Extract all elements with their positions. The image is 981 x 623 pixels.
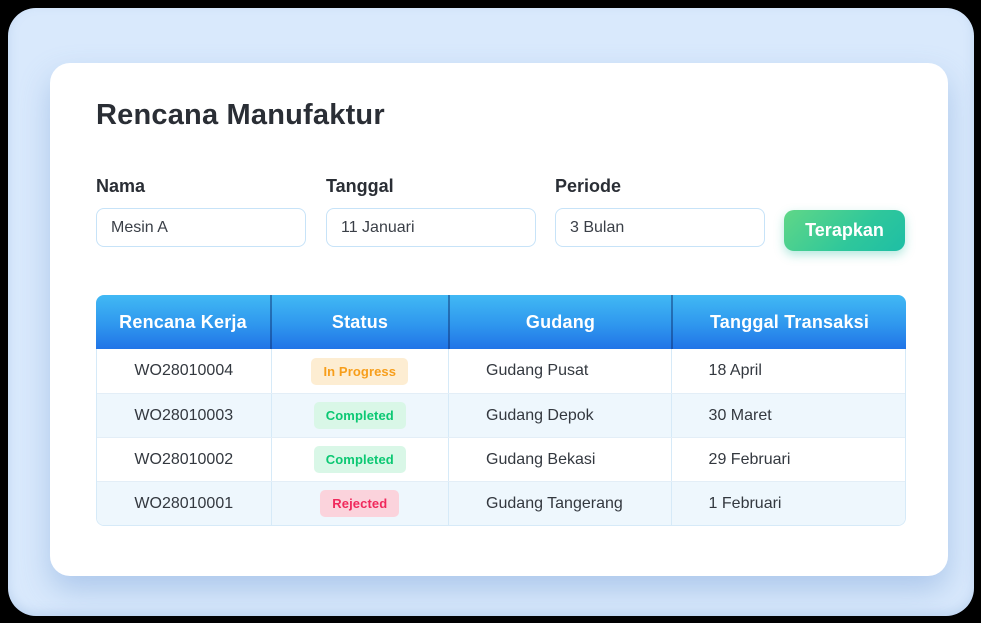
page-background: Rencana Manufaktur Nama Tanggal Periode … bbox=[8, 8, 974, 616]
cell-gudang: Gudang Bekasi bbox=[448, 438, 671, 481]
rencana-manufaktur-card: Rencana Manufaktur Nama Tanggal Periode … bbox=[50, 63, 948, 576]
terapkan-button[interactable]: Terapkan bbox=[784, 210, 905, 251]
table-body: WO28010004 In Progress Gudang Pusat 18 A… bbox=[96, 349, 906, 526]
periode-label: Periode bbox=[555, 176, 622, 196]
table-header-row: Rencana Kerja Status Gudang Tanggal Tran… bbox=[96, 295, 906, 349]
filter-field-tanggal: Tanggal bbox=[326, 176, 536, 247]
table-row: WO28010003 Completed Gudang Depok 30 Mar… bbox=[97, 393, 905, 437]
filter-field-periode: Periode bbox=[555, 176, 765, 247]
status-badge: In Progress bbox=[311, 357, 409, 385]
nama-label: Nama bbox=[96, 176, 146, 196]
cell-rencana-kerja: WO28010002 bbox=[134, 450, 234, 468]
cell-status: Rejected bbox=[270, 482, 449, 525]
column-header-gudang: Gudang bbox=[448, 295, 671, 349]
cell-rencana-kerja: WO28010004 bbox=[134, 362, 234, 379]
cell-tanggal-transaksi: 18 April bbox=[670, 349, 905, 393]
cell-gudang: Gudang Depok bbox=[448, 394, 671, 437]
cell-gudang: Gudang Tangerang bbox=[448, 482, 671, 525]
cell-status: Completed bbox=[270, 438, 449, 481]
cell-rencana-kerja: WO28010003 bbox=[134, 406, 234, 424]
cell-gudang: Gudang Pusat bbox=[448, 349, 671, 393]
cell-rencana-kerja: WO28010001 bbox=[134, 494, 234, 512]
cell-tanggal-transaksi: 30 Maret bbox=[670, 394, 905, 437]
tanggal-input[interactable] bbox=[326, 208, 536, 247]
tanggal-label: Tanggal bbox=[326, 176, 394, 196]
column-header-rencana-kerja: Rencana Kerja bbox=[119, 311, 247, 332]
table-row: WO28010004 In Progress Gudang Pusat 18 A… bbox=[97, 349, 905, 393]
page-title: Rencana Manufaktur bbox=[96, 99, 385, 131]
cell-tanggal-transaksi: 29 Februari bbox=[670, 438, 905, 481]
table-row: WO28010002 Completed Gudang Bekasi 29 Fe… bbox=[97, 437, 905, 481]
cell-tanggal-transaksi: 1 Februari bbox=[670, 482, 905, 525]
column-header-status: Status bbox=[270, 295, 448, 349]
nama-input[interactable] bbox=[96, 208, 306, 247]
cell-status: In Progress bbox=[270, 349, 449, 393]
column-header-tanggal-transaksi: Tanggal Transaksi bbox=[671, 295, 906, 349]
filter-field-nama: Nama bbox=[96, 176, 306, 247]
status-badge: Rejected bbox=[320, 490, 400, 517]
periode-input[interactable] bbox=[555, 208, 765, 247]
status-badge: Completed bbox=[313, 402, 406, 429]
work-orders-table: Rencana Kerja Status Gudang Tanggal Tran… bbox=[96, 295, 906, 526]
cell-status: Completed bbox=[270, 394, 449, 437]
status-badge: Completed bbox=[313, 446, 406, 473]
table-row: WO28010001 Rejected Gudang Tangerang 1 F… bbox=[97, 481, 905, 525]
